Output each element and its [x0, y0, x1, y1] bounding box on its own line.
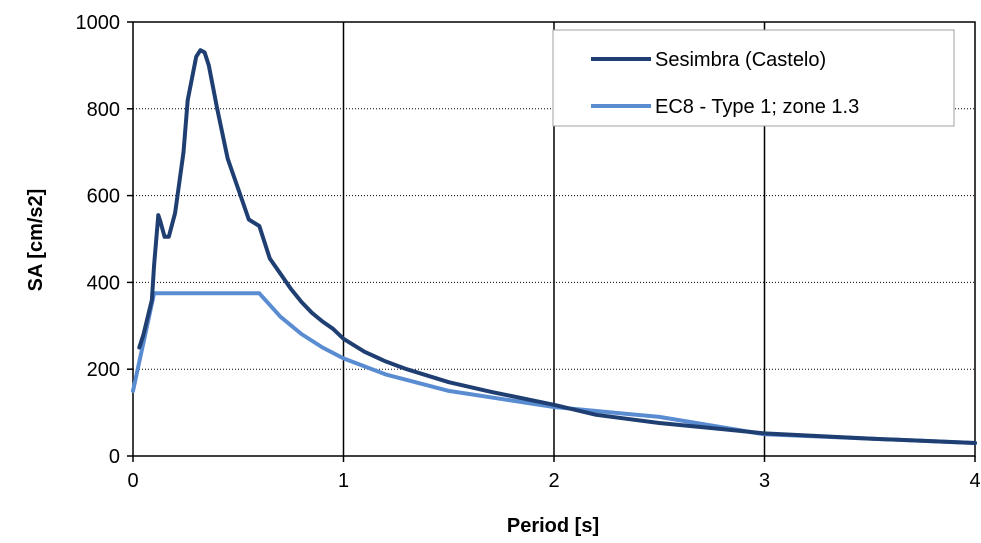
legend-box [552, 29, 955, 127]
axis-ticks: 0 200 400 600 800 1000 0 1 2 3 4 [76, 12, 981, 492]
x-tick-label: 0 [127, 470, 138, 492]
y-tick-label: 400 [87, 272, 120, 294]
series-line-ec8 [131, 291, 977, 445]
x-axis-title: Period [s] [507, 515, 599, 537]
legend-label-sesimbra: Sesimbra (Castelo) [655, 49, 826, 71]
y-tick-label: 1000 [76, 12, 121, 34]
y-tick-label: 0 [109, 446, 120, 468]
y-axis-title: SA [cm/s2] [25, 189, 47, 292]
y-tick-label: 800 [87, 99, 120, 121]
y-tick-label: 600 [87, 186, 120, 208]
legend-label-ec8: EC8 - Type 1; zone 1.3 [655, 96, 859, 118]
y-tick-label: 200 [87, 359, 120, 381]
x-tick-label: 4 [969, 470, 980, 492]
x-tick-label: 3 [759, 470, 770, 492]
series-lines [131, 48, 977, 445]
x-tick-label: 1 [338, 470, 349, 492]
x-tick-label: 2 [548, 470, 559, 492]
legend: Sesimbra (Castelo) EC8 - Type 1; zone 1.… [552, 29, 955, 127]
series-line-sesimbra [137, 48, 977, 445]
